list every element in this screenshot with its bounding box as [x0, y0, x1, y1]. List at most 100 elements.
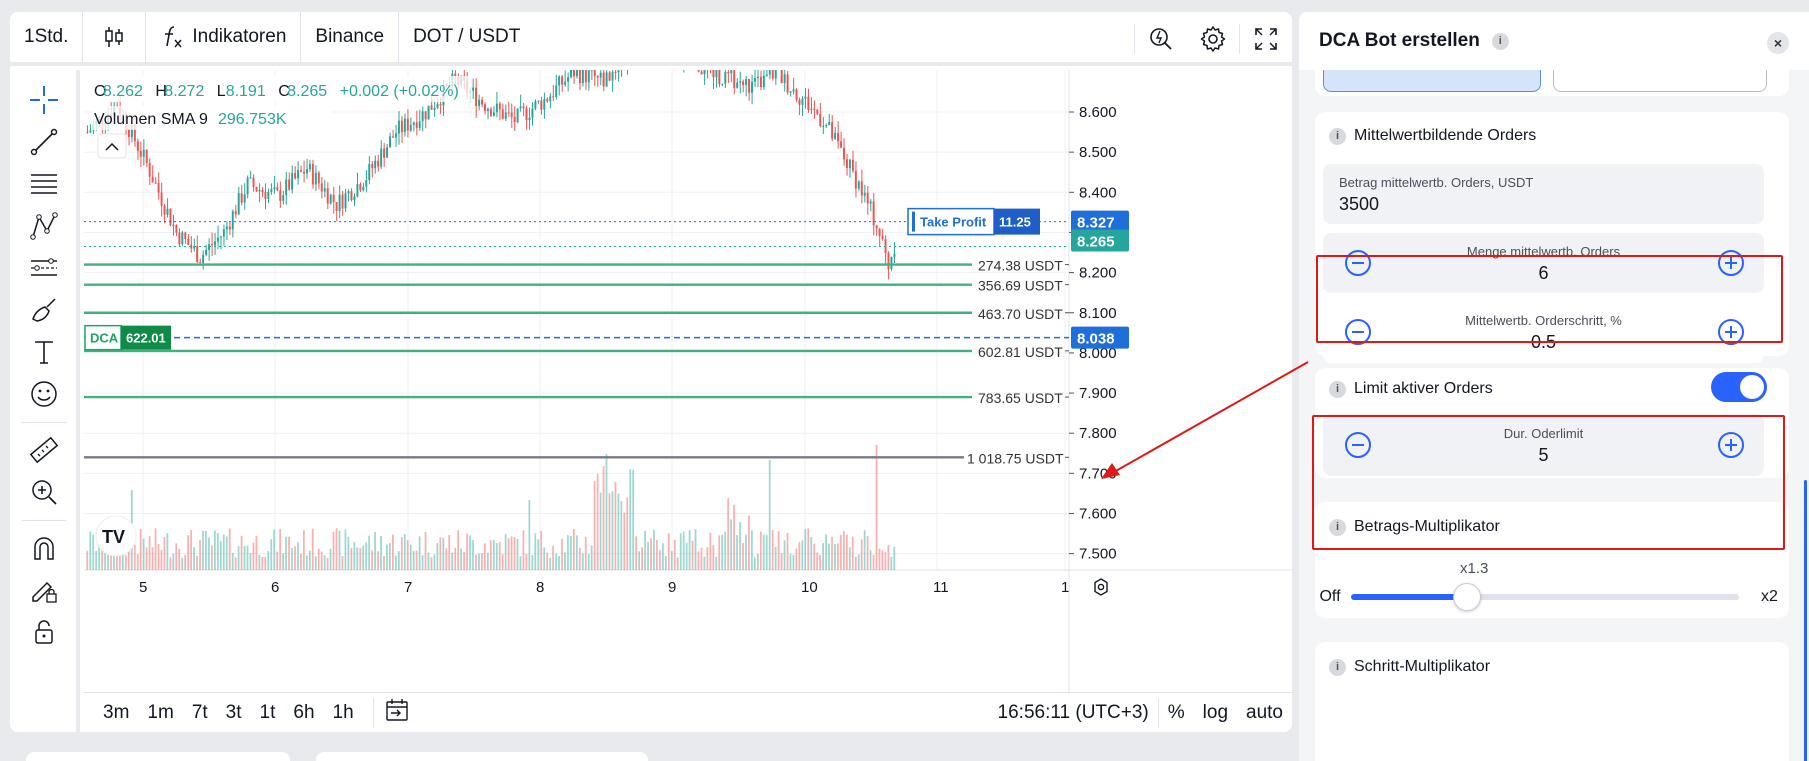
slider-thumb[interactable]: [1453, 583, 1482, 611]
quick-search-button[interactable]: [1135, 12, 1187, 66]
volume-bar: [667, 533, 670, 570]
volume-bar: [326, 557, 329, 570]
range-1t[interactable]: 1t: [259, 701, 276, 723]
plus-icon[interactable]: [1718, 250, 1744, 276]
volume-bar: [629, 469, 632, 570]
info-icon[interactable]: i: [1329, 380, 1346, 398]
info-icon[interactable]: i: [1491, 32, 1509, 50]
volume-bar: [353, 542, 356, 570]
candle-body: [276, 187, 279, 191]
legend-4: L: [217, 83, 226, 100]
pencil-lock-icon: [32, 581, 57, 603]
text-tool[interactable]: [24, 332, 64, 372]
order-line-label: 356.69 USDT: [978, 278, 1063, 294]
forecast-tool[interactable]: [24, 248, 64, 288]
price-chart[interactable]: 274.38 USDT 356.69 USDT 463.70 USDT 602.81 …: [84, 29, 1292, 692]
avg-order-amount-value[interactable]: 3500: [1339, 194, 1380, 214]
magnet-tool[interactable]: [24, 528, 64, 568]
range-1h[interactable]: 1h: [332, 701, 354, 723]
range-3m[interactable]: 3m: [103, 701, 130, 723]
fullscreen-icon: [1255, 28, 1277, 50]
minus-icon[interactable]: [1345, 319, 1371, 345]
volume-bar: [632, 469, 635, 570]
volume-bar: [789, 553, 792, 570]
x-tick-label: 9: [668, 579, 676, 596]
brush-tool[interactable]: [24, 290, 64, 330]
volume-bar: [602, 466, 605, 570]
crosshair-tool[interactable]: [24, 80, 64, 120]
emoji-tool[interactable]: [24, 374, 64, 414]
lock-drawings-tool[interactable]: [24, 570, 64, 610]
zoom-tool[interactable]: [24, 472, 64, 512]
pattern-tool[interactable]: [24, 206, 64, 246]
candle-body: [255, 186, 258, 192]
candle-body: [267, 191, 270, 199]
timeframe-button[interactable]: 1Std.: [10, 12, 84, 64]
current-price-badge-bg: [1071, 229, 1129, 252]
candle-body: [715, 64, 718, 78]
candle-body: [246, 177, 249, 195]
candle-body: [887, 253, 890, 269]
hex-shape: [1094, 578, 1108, 596]
info-icon[interactable]: i: [1329, 518, 1346, 536]
range-6h[interactable]: 6h: [293, 701, 315, 723]
volume-bar: [543, 547, 546, 570]
bottom-tab[interactable]: [26, 752, 290, 761]
volume-bar: [608, 493, 611, 570]
divider: [1157, 698, 1159, 728]
volume-bar: [581, 553, 584, 570]
volume-bar: [614, 482, 617, 570]
minus-icon[interactable]: [1345, 432, 1371, 458]
log-toggle[interactable]: log: [1202, 702, 1229, 723]
range-7t[interactable]: 7t: [191, 701, 208, 723]
mode-option-active[interactable]: [1323, 70, 1541, 92]
plus-icon[interactable]: [1718, 319, 1744, 345]
indicators-button[interactable]: Indikatoren: [146, 12, 302, 64]
scrollbar[interactable]: [1804, 480, 1807, 761]
volume-bar: [679, 533, 682, 570]
volume-bar: [555, 553, 557, 570]
candle-body: [572, 68, 575, 77]
candle-body: [166, 208, 169, 215]
avg-order-step-label: Mittelwertb. Orderschritt, %: [1465, 313, 1622, 328]
candle-body: [789, 91, 792, 93]
info-icon[interactable]: i: [1329, 127, 1346, 145]
bottom-tab[interactable]: [316, 752, 648, 761]
auto-toggle[interactable]: auto: [1246, 702, 1283, 723]
settings-button[interactable]: [1187, 12, 1239, 66]
symbol-button[interactable]: DOT / USDT: [399, 12, 534, 64]
percent-toggle[interactable]: %: [1167, 702, 1185, 723]
fib-tool[interactable]: [24, 164, 64, 204]
candle-body: [151, 176, 154, 183]
trendline-tool[interactable]: [24, 122, 64, 162]
goto-date-button[interactable]: [384, 697, 410, 729]
active-limit-toggle[interactable]: [1711, 372, 1767, 402]
plus-icon[interactable]: [1718, 432, 1744, 458]
fullscreen-button[interactable]: [1240, 12, 1292, 66]
info-icon[interactable]: i: [1329, 658, 1346, 676]
avg-order-count-value[interactable]: 6: [1538, 263, 1549, 283]
lock-tool[interactable]: [24, 612, 64, 652]
active-orders-limit-section: i Limit aktiver Orders Dur. Oderlimit 5: [1315, 368, 1789, 478]
range-1m[interactable]: 1m: [147, 701, 174, 723]
amount-multiplier-slider[interactable]: [1351, 583, 1739, 611]
volume-bar: [181, 557, 184, 570]
ruler-tool[interactable]: [24, 430, 64, 470]
exchange-button[interactable]: Binance: [301, 12, 400, 64]
legend-collapse-button[interactable]: [97, 133, 127, 159]
avg-order-amount-field[interactable]: Betrag mittelwertb. Orders, USDT 3500: [1323, 164, 1764, 224]
mode-option[interactable]: [1553, 70, 1767, 92]
volume-bar: [133, 544, 136, 570]
candle-body: [795, 89, 798, 100]
range-3t[interactable]: 3t: [225, 701, 242, 723]
close-button[interactable]: ×: [1767, 32, 1789, 54]
order-limit-value[interactable]: 5: [1538, 445, 1549, 465]
candle-body: [801, 98, 804, 105]
averaging-orders-title: Mittelwertbildende Orders: [1354, 127, 1537, 144]
chart-type-button[interactable]: [83, 12, 147, 64]
volume-bar: [501, 554, 504, 570]
volume-bar: [145, 547, 148, 570]
chart-area[interactable]: 274.38 USDT 356.69 USDT 463.70 USDT 602.81 …: [84, 29, 1292, 692]
volume-bar: [890, 556, 893, 570]
minus-icon[interactable]: [1345, 250, 1371, 276]
